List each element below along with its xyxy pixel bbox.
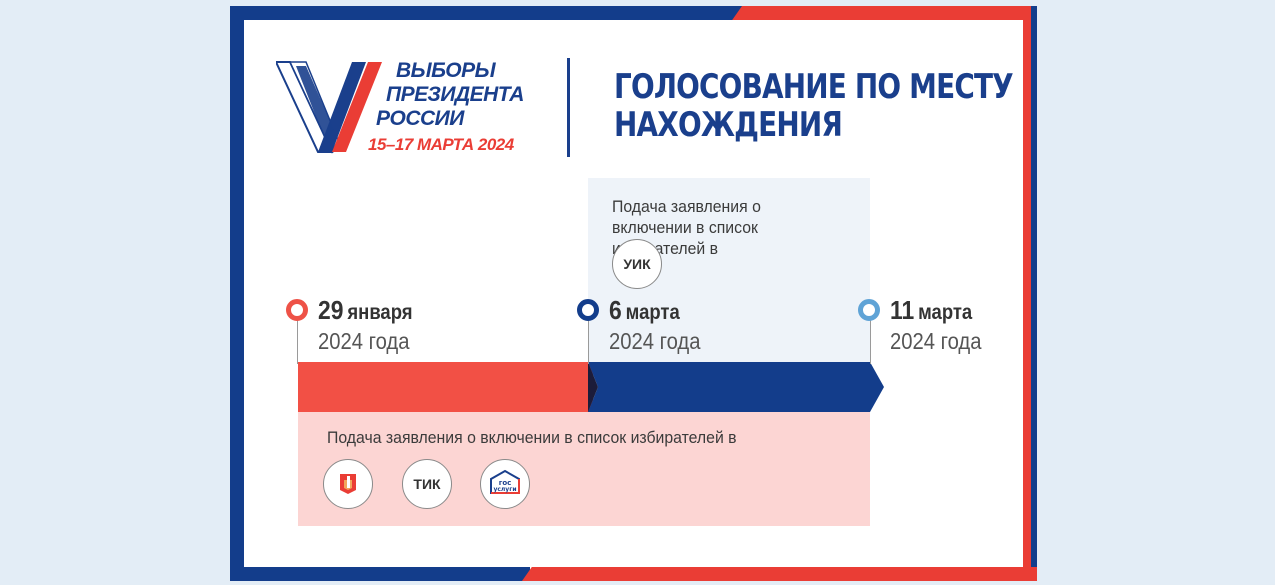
tik-badge: ТИК <box>402 459 452 509</box>
date-day: 11 <box>890 295 915 325</box>
timeline-dot-mar11 <box>858 299 880 321</box>
timeline-dot-jan29 <box>286 299 308 321</box>
border-top-red <box>732 6 1037 20</box>
date-day: 6 <box>609 295 622 325</box>
border-top-blue <box>230 6 750 20</box>
date-year: 2024 года <box>318 328 410 354</box>
timeline-bar-red <box>298 362 593 412</box>
elections-logo: ВЫБОРЫ ПРЕЗИДЕНТА РОССИИ 15–17 МАРТА 202… <box>276 58 526 168</box>
date-mar11: 11 марта 2024 года <box>890 297 981 354</box>
date-month: марта <box>918 301 973 324</box>
gosuslugi-logo-icon: гос услуги <box>490 469 520 494</box>
uik-badge: УИК <box>612 239 662 289</box>
timeline-dot-mar6 <box>577 299 599 321</box>
timeline-tick-3 <box>870 316 871 364</box>
date-jan29: 29 января 2024 года <box>318 297 413 354</box>
logo-line-2: ПРЕЗИДЕНТА <box>386 83 524 106</box>
date-year: 2024 года <box>609 328 701 354</box>
tricolor-v-icon <box>276 61 382 154</box>
header-divider <box>567 58 570 157</box>
date-day: 29 <box>318 295 344 325</box>
pink-panel-text: Подача заявления о включении в список из… <box>327 428 737 447</box>
date-year: 2024 года <box>890 328 982 354</box>
timeline-bar-blue <box>588 362 884 412</box>
date-mar6: 6 марта 2024 года <box>609 297 700 354</box>
timeline-tick-2 <box>588 316 589 364</box>
gosuslugi-icon: гос услуги <box>480 459 530 509</box>
date-month: января <box>347 301 413 324</box>
mfc-icon <box>323 459 373 509</box>
pink-panel <box>298 411 870 526</box>
page-title: ГОЛОСОВАНИЕ ПО МЕСТУ НАХОЖДЕНИЯ <box>614 68 1014 144</box>
logo-line-1: ВЫБОРЫ <box>396 59 496 82</box>
date-month: марта <box>625 301 680 324</box>
logo-dates: 15–17 МАРТА 2024 <box>368 135 514 154</box>
title-line-1: ГОЛОСОВАНИЕ ПО МЕСТУ <box>614 67 1014 107</box>
border-left <box>230 6 244 581</box>
border-bottom-red <box>522 567 1037 581</box>
timeline-tick-1 <box>297 316 298 364</box>
border-right-cap <box>1031 6 1037 581</box>
mfc-logo-icon <box>340 474 356 494</box>
title-line-2: НАХОЖДЕНИЯ <box>614 105 843 145</box>
border-bottom-blue <box>230 567 530 581</box>
svg-text:услуги: услуги <box>493 486 516 493</box>
svg-text:гос: гос <box>499 479 512 487</box>
logo-line-3: РОССИИ <box>376 107 464 130</box>
infographic-card: ВЫБОРЫ ПРЕЗИДЕНТА РОССИИ 15–17 МАРТА 202… <box>230 6 1037 581</box>
